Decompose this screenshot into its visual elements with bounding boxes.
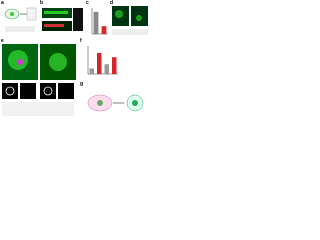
schematic-g (87, 94, 144, 112)
panel-label: b (40, 0, 43, 6)
figure: a b c d e f g (1, 0, 148, 116)
bar (101, 26, 107, 34)
panel-label: a (1, 0, 4, 6)
micrograph-b (42, 8, 83, 31)
panel-label: d (110, 0, 113, 6)
panel-label: f (80, 38, 82, 44)
panel-label: e (1, 38, 4, 44)
micrograph-d (112, 6, 148, 35)
panel-label: c (86, 0, 89, 6)
bar (97, 53, 102, 74)
bar (89, 68, 94, 74)
bar (112, 57, 117, 74)
schematic-a (4, 7, 37, 32)
panel-label: g (80, 81, 83, 87)
bar (104, 64, 109, 74)
micrograph-e (2, 44, 76, 116)
bar (93, 11, 99, 34)
